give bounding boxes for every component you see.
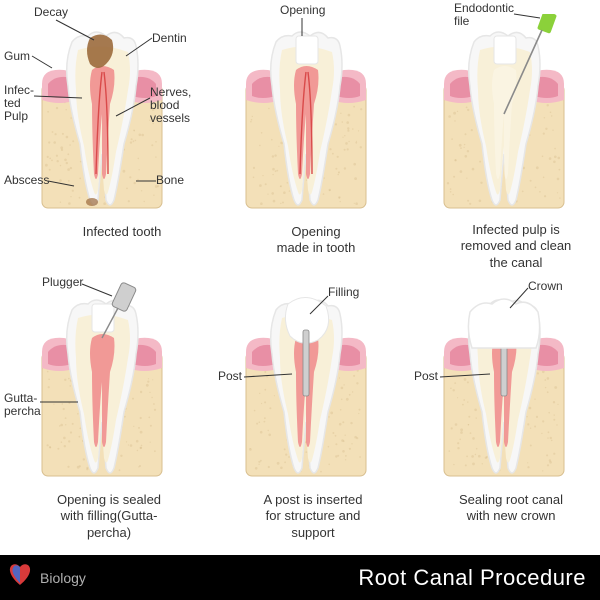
panel-caption: Infected tooth	[62, 224, 182, 240]
anatomy-label: Endodontic file	[454, 2, 514, 28]
anatomy-label: Opening	[280, 4, 325, 17]
panel-caption: Sealing root canal with new crown	[436, 492, 586, 525]
diagram-grid: Decay Gum Dentin Infec- ted Pulp Nerves, blo…	[0, 0, 600, 555]
footer-left: Biology	[6, 561, 86, 594]
footer-brand: Biology	[40, 570, 86, 586]
footer-title: Root Canal Procedure	[358, 565, 586, 591]
heart-icon	[6, 561, 34, 594]
anatomy-label: Post	[414, 370, 438, 383]
anatomy-label: Filling	[328, 286, 359, 299]
panel-caption: Opening made in tooth	[256, 224, 376, 257]
anatomy-label: Crown	[528, 280, 563, 293]
anatomy-label: Abscess	[4, 174, 49, 187]
panel-caption: Opening is sealed with filling(Gutta- pe…	[34, 492, 184, 541]
panel-step6: Crown Post Sealing root canal with new cro…	[406, 274, 600, 534]
anatomy-label: Post	[218, 370, 242, 383]
anatomy-label: Decay	[34, 6, 68, 19]
panel-step5: FillingPostA post is inserted for struct…	[208, 274, 404, 534]
panel-step3: Endodontic fileInfected pulp is removed …	[406, 6, 600, 266]
panel-step2: Opening Opening made in tooth	[208, 6, 404, 266]
anatomy-label: Gutta- percha	[4, 392, 41, 418]
anatomy-label: Nerves, blood vessels	[150, 86, 191, 126]
panel-step1: Decay Gum Dentin Infec- ted Pulp Nerves, blo…	[4, 6, 200, 266]
panel-caption: A post is inserted for structure and sup…	[238, 492, 388, 541]
anatomy-label: Infec- ted Pulp	[4, 84, 34, 124]
panel-step4: PluggerGutta- perchaOpening is sealed wi…	[4, 274, 200, 534]
anatomy-label: Plugger	[42, 276, 83, 289]
anatomy-label: Gum	[4, 50, 30, 63]
anatomy-label: Bone	[156, 174, 184, 187]
footer-bar: Biology Root Canal Procedure	[0, 555, 600, 600]
panel-caption: Infected pulp is removed and clean the c…	[436, 222, 596, 271]
anatomy-label: Dentin	[152, 32, 187, 45]
